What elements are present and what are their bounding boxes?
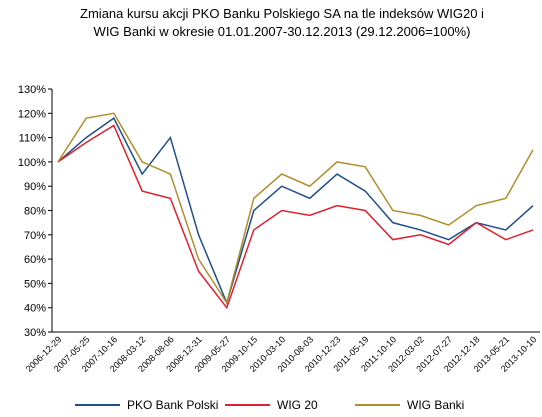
- legend-label: PKO Bank Polski: [127, 398, 218, 412]
- line-series: [57, 112, 534, 305]
- legend-label: WIG 20: [277, 398, 318, 412]
- y-tick-label: 100%: [18, 157, 46, 169]
- y-tick-label: 110%: [19, 133, 47, 145]
- y-tick-label: 120%: [18, 108, 46, 120]
- y-tick-label: 80%: [24, 206, 46, 218]
- y-tick-label: 90%: [24, 181, 46, 193]
- chart-subtitle: WIG Banki w okresie 01.01.2007-30.12.201…: [94, 24, 471, 39]
- y-tick-label: 50%: [24, 278, 46, 290]
- y-tick-label: 130%: [18, 84, 46, 96]
- y-tick-label: 30%: [24, 327, 46, 339]
- line-series: [57, 117, 534, 306]
- y-tick-label: 70%: [24, 230, 46, 242]
- y-tick-label: 40%: [24, 303, 46, 315]
- y-tick-label: 60%: [24, 254, 46, 266]
- chart-title: Zmiana kursu akcji PKO Banku Polskiego S…: [80, 6, 484, 21]
- legend-label: WIG Banki: [407, 398, 464, 412]
- line-series: [57, 124, 534, 310]
